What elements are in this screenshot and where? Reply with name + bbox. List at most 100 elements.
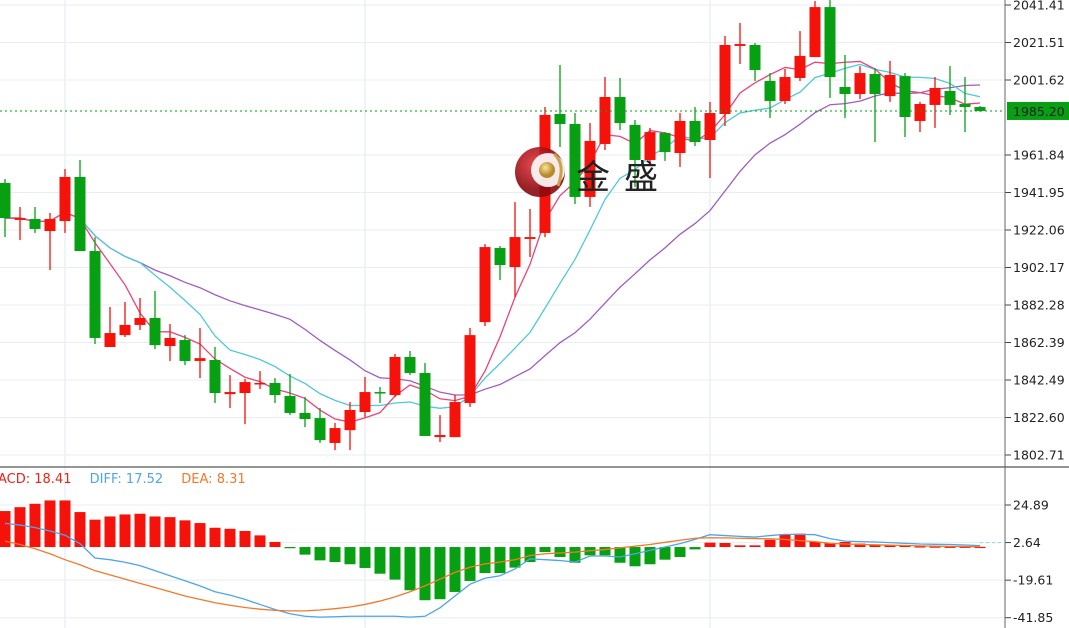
macd-bar [524, 547, 536, 563]
candle [524, 208, 536, 258]
candle [689, 107, 701, 147]
jinsheng-logo-icon [515, 147, 565, 197]
candle-body [224, 392, 236, 395]
candle-body [389, 356, 401, 396]
candle [374, 386, 386, 403]
macd-bar [254, 535, 266, 548]
candle-body [179, 340, 191, 361]
macd-bar [224, 528, 236, 548]
candle [899, 73, 911, 137]
candle [134, 297, 146, 331]
candle [674, 113, 686, 167]
macd-bar [449, 547, 461, 592]
dea-value: DEA: 8.31 [181, 472, 246, 487]
macd-bar [374, 547, 386, 574]
macd-bar [164, 517, 176, 548]
candle [959, 77, 971, 133]
candle-body [329, 428, 341, 443]
candle [719, 35, 731, 127]
candle-body [14, 218, 26, 220]
candle-body [884, 74, 896, 97]
y-tick-label: 1802.71 [1013, 448, 1065, 463]
ma-slow-line [5, 84, 981, 396]
candle-body [914, 103, 926, 121]
macd-bar [299, 547, 311, 555]
macd-bar [854, 543, 866, 548]
macd-bar [434, 547, 446, 600]
candle [929, 77, 941, 128]
candle-body [194, 358, 206, 361]
candle-body [509, 237, 521, 268]
candle [614, 77, 626, 131]
macd-bar [929, 546, 941, 548]
candle [554, 64, 566, 147]
y-tick-label: 2041.41 [1013, 0, 1065, 13]
candle-body [479, 247, 491, 323]
candle-body [944, 90, 956, 105]
candle-body [704, 113, 716, 140]
y-tick-label: 1941.95 [1013, 185, 1065, 200]
current-price-label: 1985.20 [1013, 104, 1065, 119]
candle [809, 1, 821, 58]
macd-bar [914, 546, 926, 548]
candle-body [599, 97, 611, 144]
candle-body [89, 251, 101, 338]
macd-bar [29, 503, 41, 548]
macd-bar [419, 547, 431, 601]
candle [509, 202, 521, 298]
candle-body [869, 74, 881, 95]
macd-bar [74, 512, 86, 548]
candle-body [344, 409, 356, 431]
candle [239, 379, 251, 425]
macd-bar [284, 547, 296, 549]
macd-bar [614, 547, 626, 563]
macd-bar [14, 507, 26, 548]
candle [479, 244, 491, 327]
macd-bar [389, 547, 401, 580]
candle [749, 43, 761, 81]
candles [0, 0, 986, 451]
candle-body [434, 435, 446, 438]
macd-bar [134, 513, 146, 548]
macd-bar [644, 547, 656, 565]
candle [179, 335, 191, 366]
candle-body [899, 76, 911, 118]
y-tick-label: 1922.06 [1013, 223, 1065, 238]
ma-fast-line [5, 60, 981, 423]
ma-mid-line [5, 63, 981, 409]
y-tick-label: 1822.60 [1013, 410, 1065, 425]
candle [839, 54, 851, 118]
macd-bar [149, 516, 161, 548]
candle [224, 375, 236, 409]
macd-bar [809, 541, 821, 548]
moving-averages [5, 60, 981, 423]
macd-bar [734, 545, 746, 548]
candle [584, 123, 596, 207]
candle [119, 301, 131, 338]
candle-body [0, 182, 11, 219]
candle-body [374, 392, 386, 394]
macd-bar [824, 542, 836, 548]
y-tick-label: 2021.51 [1013, 35, 1065, 50]
macd-bar [0, 511, 11, 548]
candle [434, 415, 446, 443]
candle [284, 373, 296, 416]
macd-bar [959, 546, 971, 548]
candle [944, 66, 956, 115]
candle-body [494, 248, 506, 265]
candle [269, 378, 281, 403]
candle [344, 402, 356, 451]
macd-bar [509, 547, 521, 568]
candle-body [689, 120, 701, 143]
macd-bar [494, 547, 506, 574]
candle-body [314, 418, 326, 441]
macd-bar [764, 539, 776, 548]
y-tick-label: 1882.28 [1013, 297, 1065, 312]
macd-bar [269, 541, 281, 548]
candle-body [719, 44, 731, 114]
candle [419, 363, 431, 436]
y-tick-label: 1862.39 [1013, 335, 1065, 350]
current-price-badge [1007, 101, 1069, 120]
